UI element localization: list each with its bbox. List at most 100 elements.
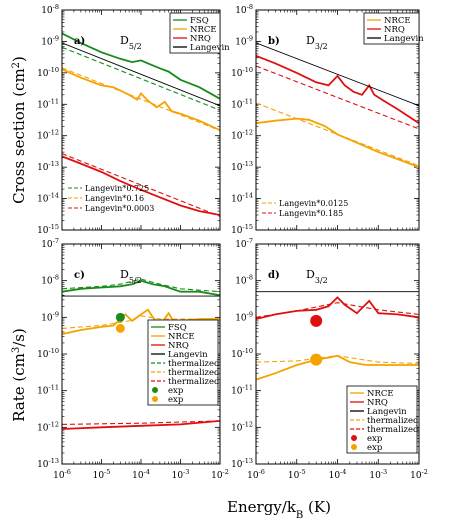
y-axis-label-bottom: Rate (cm3/s) (10, 328, 28, 422)
x-tick-label: 10-2 (410, 468, 428, 481)
y-tick-label: 10-14 (231, 192, 253, 205)
y-tick-label: 10-10 (231, 66, 253, 79)
x-axis-label: Energy/kB (K) (227, 498, 331, 521)
x-tick-label: 10-5 (288, 468, 306, 481)
legend-label: exp (168, 386, 184, 396)
exp-marker (115, 323, 125, 333)
series-line (62, 278, 220, 293)
series-line (256, 42, 419, 107)
legend-label: NRCE (384, 16, 411, 26)
legend-label: NRCE (367, 389, 394, 399)
series-line (62, 420, 220, 425)
legend-label: Langevin (190, 43, 230, 53)
series-line (62, 420, 220, 430)
y-tick-label: 10-9 (41, 310, 59, 323)
legend-label: exp (367, 443, 383, 453)
exp-marker (310, 353, 323, 366)
legend: NRCENRQLangevinthermalizedthermalizedexp… (346, 385, 419, 454)
y-tick-label: 10-12 (37, 129, 59, 142)
legend-label: Langevin (384, 34, 424, 44)
legend-label: Langevin*0.0125 (279, 199, 348, 208)
legend-label: Langevin*0.16 (85, 194, 144, 203)
panel-a: 10-15 10-14 10-13 10-12 10-11 10-10 10-9 10-8 a)… (37, 3, 230, 236)
series-line (62, 68, 220, 132)
y-tick-label: 10-9 (41, 34, 59, 47)
exp-marker (115, 312, 125, 322)
series-line (256, 296, 419, 320)
series-line (62, 46, 220, 111)
x-tick-label: 10-5 (93, 468, 111, 481)
y-tick-label: 10-15 (231, 223, 253, 236)
y-tick-label: 10-13 (37, 160, 59, 173)
legend-label: thermalized (168, 377, 220, 387)
panel-label: a) (74, 36, 85, 47)
panel-label: b) (268, 36, 280, 47)
y-tick-label: 10-12 (231, 420, 253, 433)
series-line (256, 355, 419, 365)
x-tick-label: 10-3 (172, 468, 190, 481)
panel-title: D5/2 (120, 268, 142, 285)
plot-frame (255, 243, 420, 465)
legend-label: thermalized (168, 359, 220, 369)
y-tick-label: 10-12 (37, 420, 59, 433)
series-line (256, 117, 419, 168)
y-tick-label: 10-14 (37, 192, 59, 205)
y-tick-label: 10-10 (231, 347, 253, 360)
legend-label: NRQ (168, 341, 189, 351)
series-line (62, 42, 220, 107)
y-tick-label: 10-13 (37, 457, 59, 470)
exp-marker (310, 314, 323, 327)
panel-title: D3/2 (306, 268, 328, 285)
y-tick-label: 10-15 (37, 223, 59, 236)
legend-label: thermalized (168, 368, 220, 378)
panel-d: 10-13 10-12 10-11 10-10 10-9 10-8 10-7 10-6 10-5… (231, 237, 428, 481)
y-tick-label: 10-10 (37, 66, 59, 79)
series-line (62, 67, 220, 132)
legend-label: exp (168, 395, 184, 405)
y-tick-label: 10-7 (235, 237, 253, 250)
y-tick-label: 10-11 (231, 384, 253, 397)
legend-label: Langevin (367, 407, 407, 417)
plot-frame (255, 9, 420, 231)
series-line (62, 153, 220, 217)
legend-label: NRQ (384, 25, 405, 35)
panel-title: D3/2 (306, 34, 328, 51)
legend-marker (152, 396, 158, 402)
series-line (256, 65, 419, 130)
y-tick-label: 10-8 (235, 274, 253, 287)
legend-label: Langevin*0.725 (85, 184, 149, 193)
series-line (62, 32, 220, 100)
legend-label: thermalized (367, 416, 419, 426)
series-line (256, 54, 419, 124)
series-line (256, 302, 419, 318)
legend-marker (152, 387, 158, 393)
y-axis-label-top: Cross section (cm2) (10, 56, 28, 204)
y-tick-label: 10-11 (37, 97, 59, 110)
series-line (62, 279, 220, 297)
legend: FSQNRCENRQLangevinthermalizedthermalized… (147, 319, 220, 406)
series-line (62, 155, 220, 216)
y-tick-label: 10-11 (37, 384, 59, 397)
panel-c: 10-13 10-12 10-11 10-10 10-9 10-8 10-7 10-6 10-5… (37, 237, 229, 481)
y-tick-label: 10-8 (235, 3, 253, 16)
legend-label: Langevin (168, 350, 208, 360)
x-tick-label: 10-6 (53, 468, 71, 481)
legend-label: Langevin*0.185 (279, 209, 343, 218)
y-tick-label: 10-12 (231, 129, 253, 142)
legend-label: FSQ (168, 323, 187, 333)
y-tick-label: 10-11 (231, 97, 253, 110)
series-line (256, 102, 419, 167)
legend-label: NRQ (367, 398, 388, 408)
series-line (62, 315, 220, 329)
y-tick-label: 10-8 (41, 274, 59, 287)
panel-label: d) (268, 270, 280, 281)
legend-marker (351, 435, 357, 441)
legend-label: NRQ (190, 34, 211, 44)
legend-label: NRCE (168, 332, 195, 342)
legend-marker (351, 444, 357, 450)
legend-label: Langevin*0.0003 (85, 204, 154, 213)
y-tick-label: 10-8 (41, 3, 59, 16)
